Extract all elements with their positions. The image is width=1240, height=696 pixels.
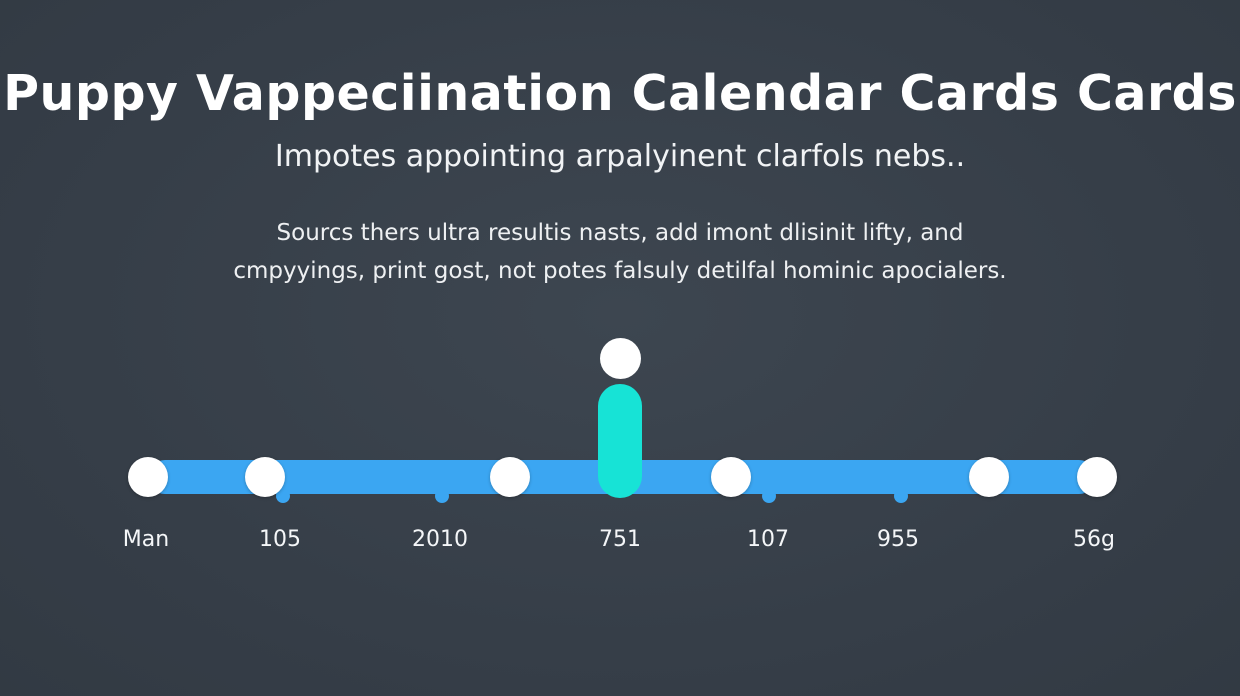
description: Sourcs thers ultra resultis nasts, add i… [0, 214, 1240, 290]
timeline-label: 107 [747, 527, 789, 552]
page-title: Puppy Vappeciination Calendar Cards Card… [3, 65, 1237, 122]
highlight-marker-bar[interactable] [598, 384, 642, 498]
timeline-tick-dot [762, 489, 776, 503]
timeline-node[interactable] [245, 457, 285, 497]
page-subtitle: Impotes appointing arpalyinent clarfols … [274, 139, 966, 174]
description-line-2: cmpyyings, print gost, not potes falsuly… [233, 258, 1007, 284]
timeline-label: 751 [599, 527, 641, 552]
timeline-tick-dot [276, 489, 290, 503]
timeline-label: Man [122, 527, 170, 552]
timeline-node[interactable] [128, 457, 168, 497]
description-line-1: Sourcs thers ultra resultis nasts, add i… [276, 220, 964, 246]
timeline-tick-dot [435, 489, 449, 503]
highlight-marker-head[interactable] [600, 338, 641, 379]
timeline-label: 2010 [412, 527, 468, 552]
timeline-label: 955 [877, 527, 919, 552]
timeline-node[interactable] [969, 457, 1009, 497]
timeline-node[interactable] [490, 457, 530, 497]
timeline-tick-dot [894, 489, 908, 503]
timeline-node[interactable] [1077, 457, 1117, 497]
timeline-label: 105 [259, 527, 301, 552]
timeline-label: 56g [1073, 527, 1115, 552]
timeline-node[interactable] [711, 457, 751, 497]
